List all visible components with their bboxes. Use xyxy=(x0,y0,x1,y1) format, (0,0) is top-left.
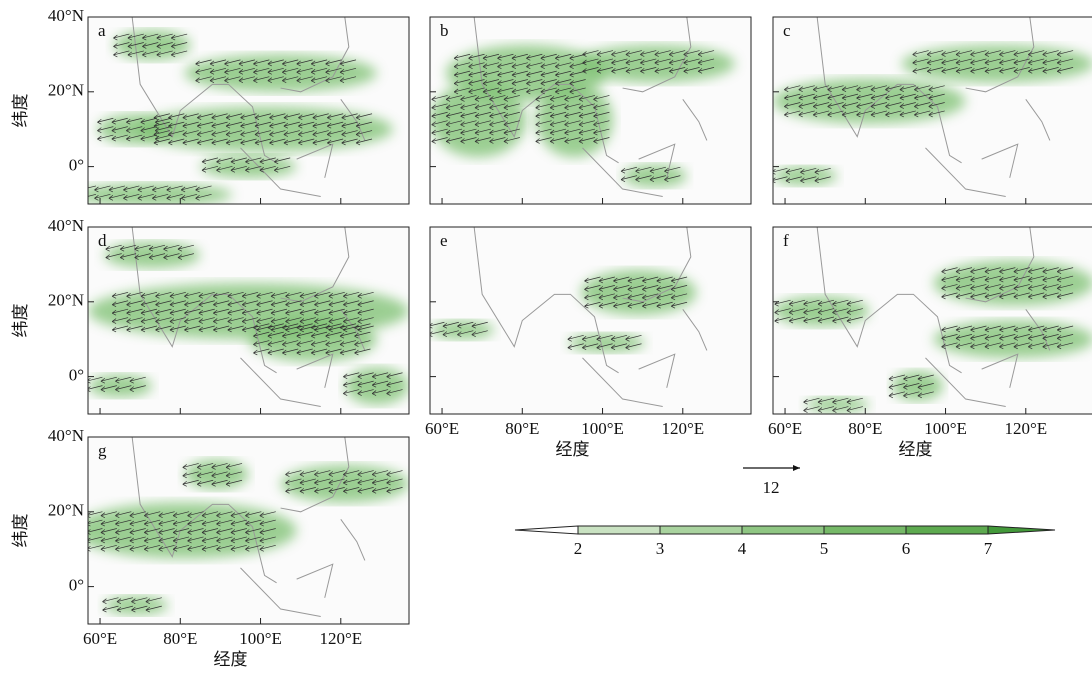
panel-content xyxy=(86,227,409,414)
map-panel: f 60°E 80°E 100°E 120°E 经度 xyxy=(768,227,1092,459)
lat-tick-label: 20°N xyxy=(48,81,84,100)
shading xyxy=(345,367,409,404)
shading xyxy=(184,54,377,91)
lon-axis-title: 经度 xyxy=(556,440,590,459)
colorbar-tick-label: 6 xyxy=(902,539,911,558)
lat-axis-title: 纬度 xyxy=(11,94,30,128)
shading xyxy=(536,82,613,157)
colorbar-tick-label: 3 xyxy=(656,539,665,558)
lon-tick-label: 80°E xyxy=(505,419,539,438)
panel-background xyxy=(430,227,751,414)
map-panel: c xyxy=(771,17,1092,204)
map-panel: d 40°N 20°N 0° 纬度 xyxy=(11,216,409,414)
lat-tick-label: 20°N xyxy=(48,291,84,310)
colorbar-segment xyxy=(824,526,906,534)
lon-tick-label: 100°E xyxy=(924,419,967,438)
panel-content xyxy=(430,17,751,204)
lat-tick-label: 20°N xyxy=(48,501,84,520)
panel-content xyxy=(773,227,1092,414)
lat-tick-label: 40°N xyxy=(48,426,84,445)
lat-tick-label: 40°N xyxy=(48,6,84,25)
lon-tick-label: 80°E xyxy=(163,629,197,648)
lon-tick-label: 80°E xyxy=(848,419,882,438)
colorbar-segment xyxy=(742,526,824,534)
panel-label: d xyxy=(98,231,107,250)
lon-tick-label: 60°E xyxy=(768,419,802,438)
lat-tick-label: 0° xyxy=(69,366,84,385)
map-panel: e 60°E 80°E 100°E 120°E 经度 xyxy=(425,227,751,459)
colorbar-tick-label: 7 xyxy=(984,539,993,558)
shading xyxy=(98,114,175,144)
lat-tick-label: 40°N xyxy=(48,216,84,235)
shading xyxy=(114,30,191,60)
lon-tick-label: 120°E xyxy=(661,419,704,438)
reference-label: 12 xyxy=(763,478,780,497)
map-panel: b xyxy=(430,17,751,204)
lon-tick-label: 60°E xyxy=(425,419,459,438)
shading xyxy=(430,82,526,157)
panel-content xyxy=(72,17,409,206)
colorbar-low xyxy=(515,526,578,534)
lon-tick-label: 100°E xyxy=(581,419,624,438)
panel-label: c xyxy=(783,21,791,40)
colorbar-segment xyxy=(906,526,988,534)
lon-tick-label: 120°E xyxy=(319,629,362,648)
colorbar-high xyxy=(988,526,1055,534)
shading xyxy=(581,270,697,315)
map-panel: a 40°N 20°N 0° 纬度 xyxy=(11,6,409,206)
panel-content xyxy=(771,17,1092,204)
lat-axis-title: 纬度 xyxy=(11,304,30,338)
lon-tick-label: 100°E xyxy=(239,629,282,648)
panel-label: e xyxy=(440,231,448,250)
colorbar-tick-label: 2 xyxy=(574,539,583,558)
colorbar-tick-label: 5 xyxy=(820,539,829,558)
panel-content xyxy=(428,227,751,414)
lon-axis-title: 经度 xyxy=(214,650,248,669)
lon-axis-title: 经度 xyxy=(899,440,933,459)
panel-label: f xyxy=(783,231,789,250)
lat-tick-label: 0° xyxy=(69,156,84,175)
colorbar-segment xyxy=(578,526,660,534)
colorbar-segment xyxy=(660,526,742,534)
panel-content xyxy=(72,437,409,624)
lat-axis-title: 纬度 xyxy=(11,514,30,548)
panel-label: a xyxy=(98,21,106,40)
panel-label: b xyxy=(440,21,449,40)
lat-tick-label: 0° xyxy=(69,576,84,595)
shading xyxy=(901,45,1092,82)
lon-tick-label: 120°E xyxy=(1004,419,1047,438)
lon-tick-label: 60°E xyxy=(83,629,117,648)
panel-label: g xyxy=(98,441,107,460)
colorbar-tick-label: 4 xyxy=(738,539,747,558)
reference-arrow-head xyxy=(793,465,800,471)
